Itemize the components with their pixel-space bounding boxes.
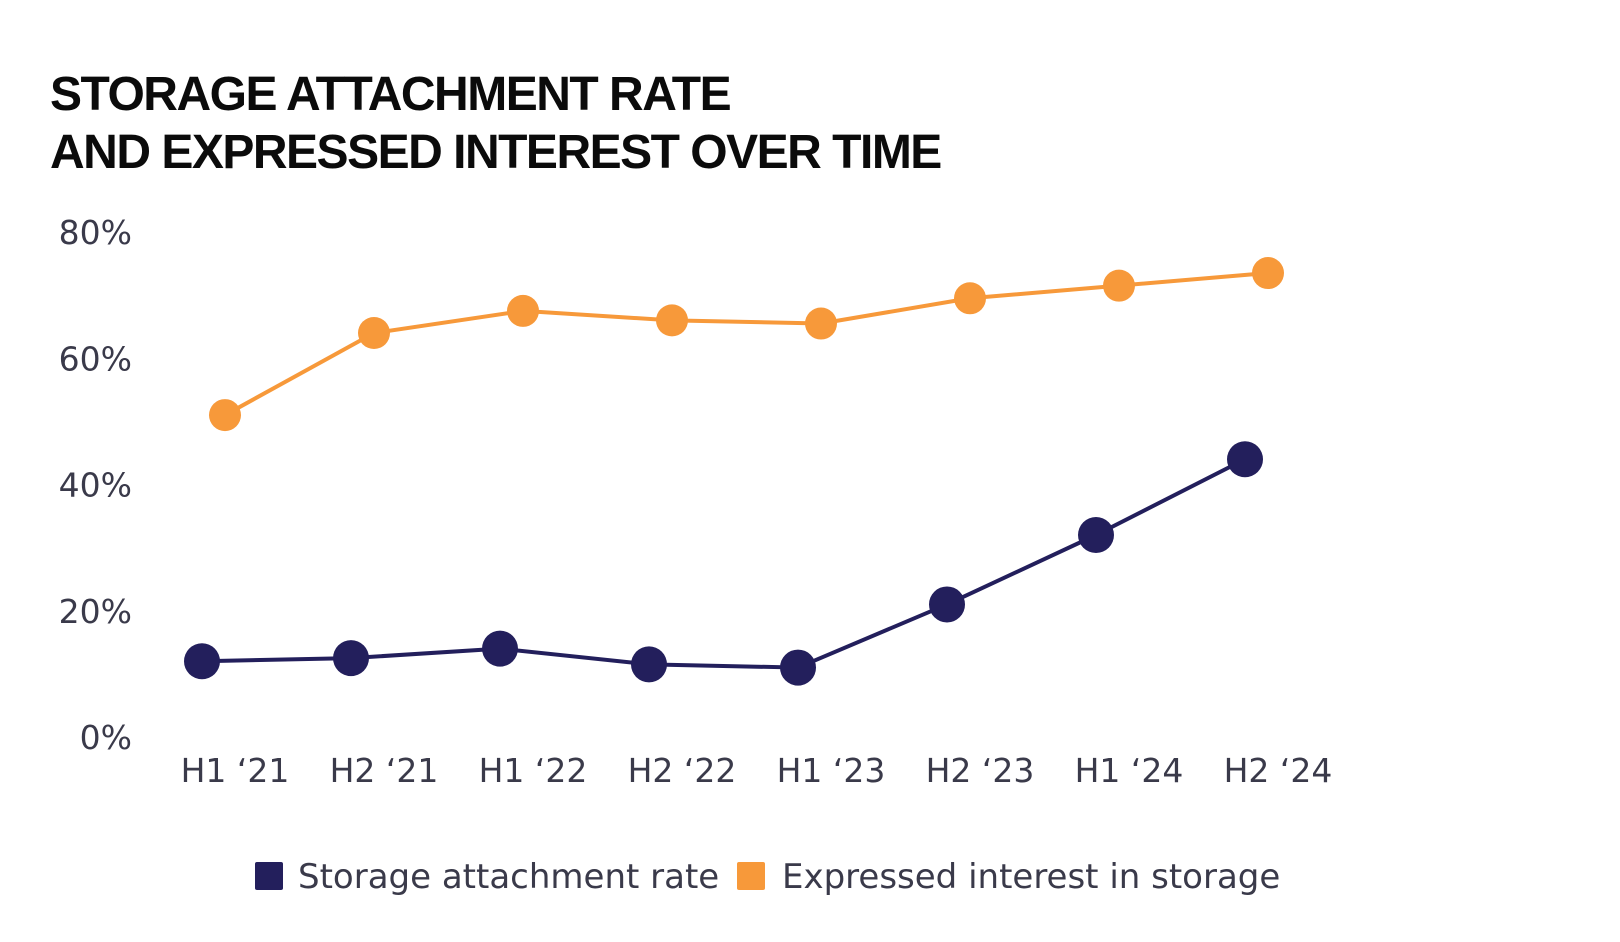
chart-title-line-1: STORAGE ATTACHMENT RATE <box>50 68 731 121</box>
x-axis: H1 ‘21 H2 ‘21 H1 ‘22 H2 ‘22 H1 ‘23 H2 ‘23 H1 ‘… <box>181 751 1333 790</box>
y-tick-label: 80% <box>59 213 132 252</box>
data-point <box>954 282 986 315</box>
series-line <box>200 457 1247 670</box>
data-point <box>929 586 965 623</box>
x-tick-label: H2 ‘21 <box>330 751 439 790</box>
legend-label: Storage attachment rate <box>298 857 719 897</box>
series-layer <box>184 257 1284 686</box>
chart-title-line-2: AND EXPRESSED INTEREST OVER TIME <box>50 126 941 179</box>
series-1 <box>184 441 1263 686</box>
legend-swatch <box>255 862 283 890</box>
data-point <box>1252 257 1284 290</box>
y-axis: 0% 20% 40% 60% 80% <box>59 213 132 757</box>
x-tick-label: H2 ‘24 <box>1224 751 1333 790</box>
data-point <box>209 399 241 432</box>
data-point <box>184 643 220 680</box>
data-point <box>631 646 667 683</box>
series-2 <box>209 257 1284 432</box>
data-point <box>333 640 369 677</box>
x-tick-label: H1 ‘21 <box>181 751 290 790</box>
y-tick-label: 60% <box>59 339 132 378</box>
legend: Storage attachment rate Expressed interes… <box>255 857 1280 897</box>
x-tick-label: H2 ‘22 <box>628 751 737 790</box>
legend-label: Expressed interest in storage <box>782 857 1280 897</box>
series-line <box>223 271 1270 418</box>
data-point <box>482 630 518 667</box>
x-tick-label: H1 ‘24 <box>1075 751 1184 790</box>
data-point <box>805 307 837 340</box>
y-tick-label: 40% <box>59 466 132 505</box>
x-tick-label: H1 ‘22 <box>479 751 588 790</box>
x-tick-label: H2 ‘23 <box>926 751 1035 790</box>
y-tick-label: 20% <box>59 592 132 631</box>
data-point <box>656 304 688 337</box>
data-point <box>1227 441 1263 478</box>
data-point <box>358 317 390 349</box>
chart-title: STORAGE ATTACHMENT RATE AND EXPRESSED IN… <box>50 68 943 179</box>
data-point <box>507 294 539 327</box>
x-tick-label: H1 ‘23 <box>777 751 886 790</box>
data-point <box>1078 517 1114 553</box>
legend-swatch <box>737 862 765 890</box>
data-point <box>1103 269 1135 302</box>
data-point <box>780 649 816 686</box>
y-tick-label: 0% <box>80 718 132 757</box>
